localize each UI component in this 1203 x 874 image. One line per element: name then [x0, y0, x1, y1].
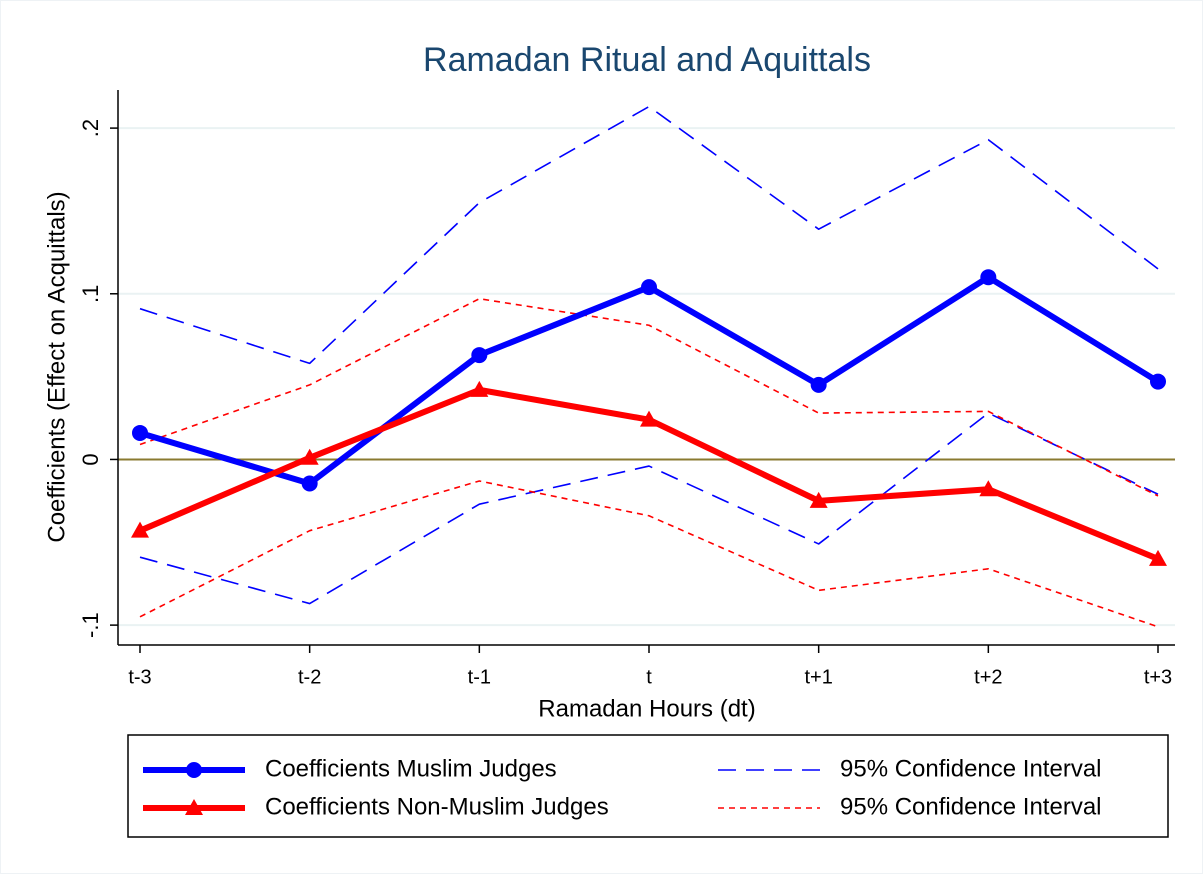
y-axis-title: Coefficients (Effect on Acquittals) — [43, 191, 70, 542]
point — [470, 380, 489, 397]
x-tick-label: t-1 — [468, 666, 491, 688]
y-tick-label: .1 — [78, 285, 103, 303]
series-line — [139, 480, 1159, 628]
legend-label: 95% Confidence Interval — [840, 793, 1102, 820]
legend-label: 95% Confidence Interval — [840, 755, 1102, 782]
legend-label: Coefficients Non-Muslim Judges — [265, 793, 609, 820]
y-tick-label: 0 — [78, 453, 103, 465]
x-tick-label: t — [646, 666, 652, 688]
point — [640, 410, 658, 427]
point — [185, 799, 203, 815]
y-tick-label: .2 — [78, 119, 103, 137]
x-tick-label: t+1 — [804, 666, 832, 688]
point — [132, 424, 148, 441]
point — [979, 480, 998, 497]
y-tick-label: -.1 — [78, 612, 103, 638]
x-tick-label: t+2 — [974, 666, 1002, 688]
point — [980, 269, 997, 286]
point — [131, 521, 149, 538]
chart-title: Ramadan Ritual and Aquittals — [423, 41, 871, 79]
point — [471, 347, 488, 364]
point — [301, 475, 318, 492]
x-tick-label: t+3 — [1144, 666, 1172, 688]
point — [810, 376, 827, 393]
legend-label: Coefficients Muslim Judges — [265, 755, 557, 782]
series-line — [139, 412, 1159, 605]
point — [186, 762, 202, 778]
legend-box — [127, 734, 1169, 838]
x-tick-label: t-2 — [298, 666, 321, 688]
x-axis-title: Ramadan Hours (dt) — [538, 695, 755, 722]
point — [641, 279, 657, 296]
point — [809, 491, 828, 508]
series-line — [139, 297, 1159, 497]
point — [300, 448, 319, 465]
series-line — [139, 105, 1159, 365]
x-tick-label: t-3 — [128, 666, 151, 688]
point — [1150, 373, 1166, 390]
point — [1149, 549, 1167, 566]
